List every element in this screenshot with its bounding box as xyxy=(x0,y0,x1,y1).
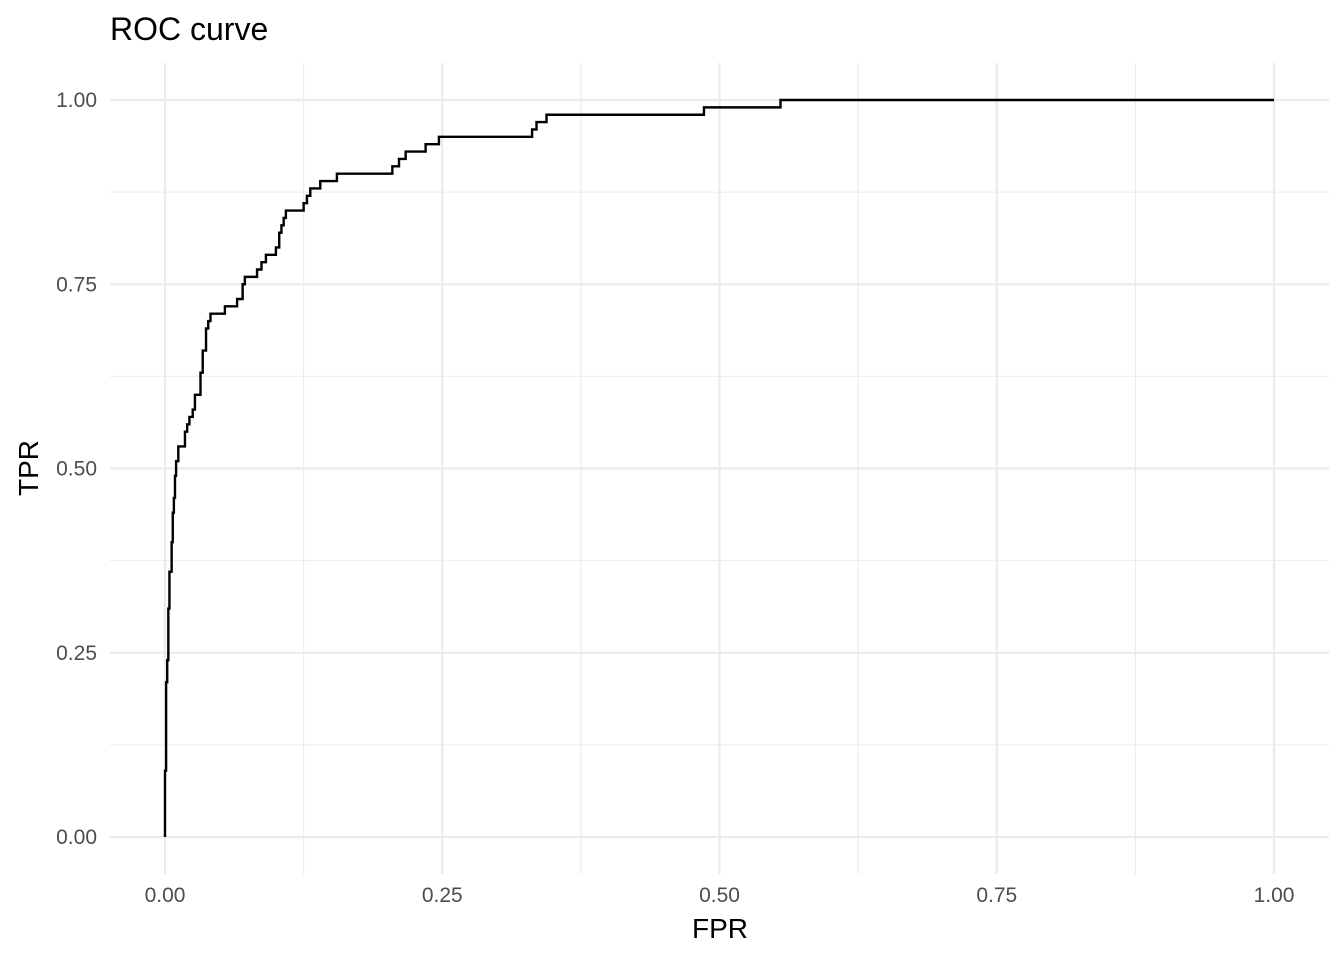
x-tick-label: 1.00 xyxy=(1254,884,1295,907)
chart-title: ROC curve xyxy=(110,11,268,47)
x-axis-ticks: 0.00 0.25 0.50 0.75 1.00 xyxy=(145,884,1295,907)
y-tick-label: 0.25 xyxy=(56,642,97,665)
major-gridlines xyxy=(110,63,1329,874)
series-layer xyxy=(163,98,1274,837)
x-tick-label: 0.75 xyxy=(976,884,1017,907)
x-axis-title: FPR xyxy=(692,913,748,944)
roc-curve-line xyxy=(163,98,1274,837)
x-tick-label: 0.00 xyxy=(145,884,186,907)
y-tick-label: 1.00 xyxy=(56,89,97,112)
x-tick-label: 0.25 xyxy=(422,884,463,907)
y-axis-title: TPR xyxy=(13,440,44,496)
y-tick-label: 0.50 xyxy=(56,458,97,481)
y-axis-ticks: 0.00 0.25 0.50 0.75 1.00 xyxy=(56,89,97,849)
x-tick-label: 0.50 xyxy=(699,884,740,907)
y-tick-label: 0.00 xyxy=(56,826,97,849)
y-tick-label: 0.75 xyxy=(56,273,97,296)
